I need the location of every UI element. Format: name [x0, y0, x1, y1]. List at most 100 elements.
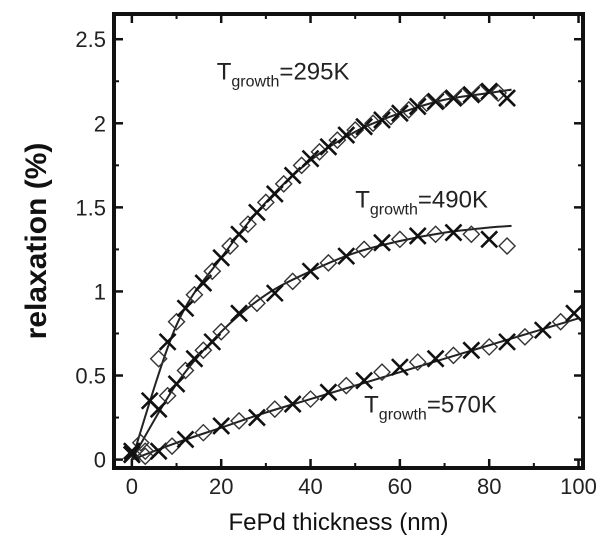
- x-tick-label: 20: [209, 474, 233, 499]
- cross-marker: [355, 117, 374, 136]
- diamond-marker: [417, 94, 436, 113]
- data-point: [185, 349, 204, 368]
- data-point: [319, 383, 338, 402]
- data-point: [319, 137, 338, 156]
- data-point: [248, 408, 266, 427]
- data-point: [163, 437, 182, 456]
- data-point: [346, 121, 365, 140]
- data-point: [212, 322, 231, 341]
- data-point: [194, 341, 213, 360]
- marker-layer: [122, 82, 583, 466]
- diamond-marker: [230, 411, 249, 430]
- cross-marker: [390, 104, 409, 123]
- cross-marker: [265, 284, 284, 303]
- diamond-marker: [390, 230, 409, 249]
- data-point: [364, 114, 383, 133]
- data-point: [230, 411, 249, 430]
- data-point: [355, 371, 374, 390]
- data-point: [176, 361, 195, 380]
- cross-marker: [194, 274, 213, 292]
- cross-marker: [462, 341, 481, 360]
- data-point: [158, 386, 177, 405]
- diamond-marker: [399, 100, 418, 119]
- diamond-marker: [337, 376, 356, 395]
- diamond-marker: [489, 84, 508, 103]
- data-point: [381, 107, 400, 126]
- data-point: [565, 304, 583, 323]
- y-tick-label: 1.5: [75, 195, 106, 220]
- data-point: [136, 442, 155, 461]
- data-point: [533, 321, 552, 340]
- cross-marker: [498, 89, 516, 107]
- data-point: [158, 332, 177, 351]
- diamond-marker: [426, 225, 445, 244]
- diamond-marker: [136, 447, 155, 466]
- cross-marker: [319, 137, 338, 156]
- x-tick-label: 40: [298, 474, 322, 499]
- cross-marker: [319, 383, 338, 402]
- data-point: [301, 262, 320, 281]
- data-point: [203, 262, 222, 281]
- data-point: [212, 417, 231, 435]
- data-point: [265, 400, 284, 419]
- diamond-marker: [247, 294, 266, 313]
- data-point: [480, 337, 499, 356]
- diamond-marker: [301, 390, 320, 409]
- x-tick-label: 0: [126, 474, 138, 499]
- data-point: [319, 253, 338, 272]
- cross-marker: [390, 358, 409, 377]
- data-point: [167, 375, 186, 393]
- cross-marker: [408, 227, 427, 245]
- cross-marker: [212, 417, 231, 435]
- diamond-marker: [265, 400, 284, 419]
- cross-marker: [283, 395, 302, 414]
- data-point: [462, 225, 481, 244]
- cross-marker: [533, 321, 552, 340]
- cross-marker: [301, 262, 320, 281]
- data-point: [417, 94, 436, 113]
- diamond-marker: [212, 322, 231, 341]
- data-point: [426, 349, 445, 368]
- cross-marker: [355, 371, 374, 390]
- diamond-marker: [364, 114, 383, 133]
- data-point: [131, 433, 150, 452]
- data-point: [301, 390, 320, 409]
- data-point: [390, 358, 409, 377]
- diamond-marker: [163, 437, 182, 456]
- data-point: [221, 237, 240, 256]
- cross-marker: [373, 233, 391, 252]
- series-label-0: Tgrowth=295K: [217, 59, 350, 91]
- diamond-marker: [355, 240, 374, 259]
- diamond-marker: [480, 337, 499, 356]
- series-label-1: Tgrowth=490K: [355, 186, 488, 218]
- diamond-marker: [274, 174, 293, 193]
- data-point: [283, 272, 302, 291]
- data-point: [247, 294, 266, 313]
- diamond-marker: [167, 312, 186, 331]
- cross-marker: [444, 223, 463, 242]
- data-point: [390, 230, 409, 249]
- diamond-marker: [435, 90, 454, 109]
- diamond-marker: [346, 121, 365, 140]
- data-point: [408, 97, 427, 116]
- data-point: [444, 346, 463, 365]
- data-point: [337, 376, 356, 395]
- cross-marker: [230, 304, 248, 323]
- data-point: [399, 100, 418, 119]
- cross-marker: [122, 445, 141, 464]
- diamond-marker: [194, 423, 213, 442]
- data-point: [426, 225, 445, 244]
- cross-marker: [337, 126, 356, 144]
- y-tick-label: 0: [94, 448, 106, 473]
- data-point: [408, 353, 427, 372]
- diamond-marker: [498, 237, 517, 256]
- data-point: [498, 89, 516, 107]
- data-point: [435, 90, 454, 109]
- data-point: [185, 285, 204, 304]
- data-point: [167, 312, 186, 331]
- data-point: [212, 248, 231, 267]
- data-point: [408, 227, 427, 245]
- cross-marker: [167, 375, 186, 393]
- fit-curve-1: [131, 224, 512, 461]
